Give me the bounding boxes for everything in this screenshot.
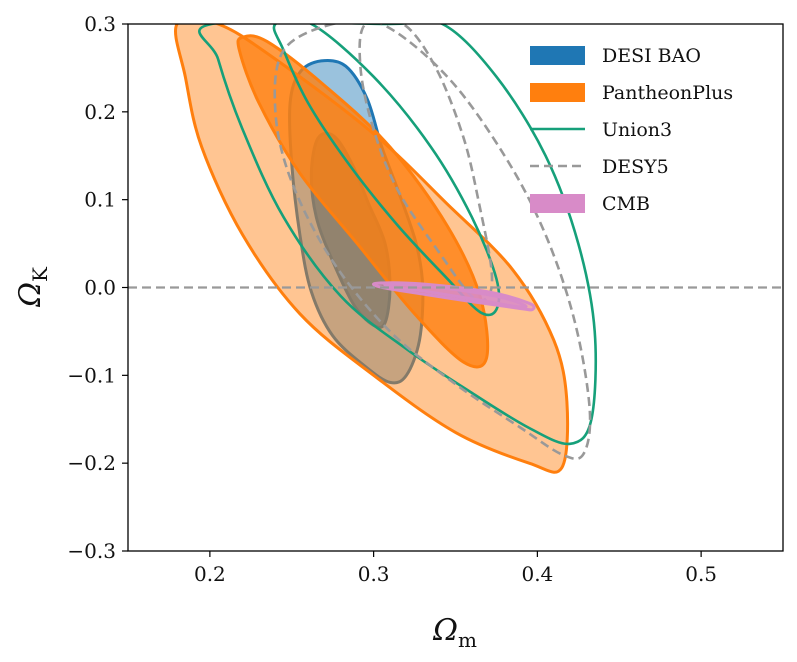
legend-label: DESI BAO	[602, 45, 701, 67]
legend-swatch	[530, 194, 585, 213]
legend-item-desi-bao: DESI BAO	[530, 45, 701, 67]
legend-item-union3: Union3	[530, 119, 672, 141]
series-union3	[198, 24, 598, 446]
contour-desy5-68	[358, 24, 494, 302]
legend-label: DESY5	[602, 156, 669, 178]
legend-label: Union3	[602, 119, 672, 141]
x-tick-label: 0.2	[194, 562, 226, 586]
legend-swatch	[530, 46, 585, 65]
y-tick-label: −0.2	[67, 451, 116, 475]
y-tick-label: 0.3	[84, 12, 116, 36]
y-tick-label: −0.1	[67, 363, 116, 387]
y-axis-title-main: Ω	[13, 282, 48, 308]
contour-union3-95	[198, 24, 598, 446]
x-tick-label: 0.4	[521, 562, 553, 586]
x-tick-label: 0.3	[358, 562, 390, 586]
y-tick-label: 0.0	[84, 276, 116, 300]
series-pantheonplus	[174, 24, 570, 474]
legend-item-pantheonplus: PantheonPlus	[530, 82, 733, 104]
x-axis-title-main: Ω	[432, 613, 458, 648]
x-tick-label: 0.5	[685, 562, 717, 586]
y-axis-title-sub: K	[28, 266, 52, 282]
x-axis-title-sub: m	[458, 628, 477, 652]
y-tick-label: 0.1	[84, 188, 116, 212]
legend-swatch	[530, 83, 585, 102]
series-desy5	[273, 24, 592, 461]
legend-label: CMB	[602, 193, 650, 215]
legend: DESI BAO PantheonPlus Union3 DESY5 CMB	[530, 45, 733, 215]
y-axis: −0.3 −0.2 −0.1 0.0 0.1 0.2 0.3	[67, 12, 128, 563]
y-axis-title: ΩK	[13, 266, 52, 308]
legend-item-cmb: CMB	[530, 193, 650, 215]
plot-area	[128, 24, 783, 474]
x-axis-title: Ωm	[432, 613, 477, 652]
contour-desy5-95	[273, 24, 592, 461]
contour-union3-68	[272, 24, 501, 317]
legend-label: PantheonPlus	[602, 82, 733, 104]
y-tick-label: −0.3	[67, 539, 116, 563]
x-axis: 0.2 0.3 0.4 0.5	[194, 551, 717, 586]
y-tick-label: 0.2	[84, 100, 116, 124]
legend-item-desy5: DESY5	[530, 156, 669, 178]
